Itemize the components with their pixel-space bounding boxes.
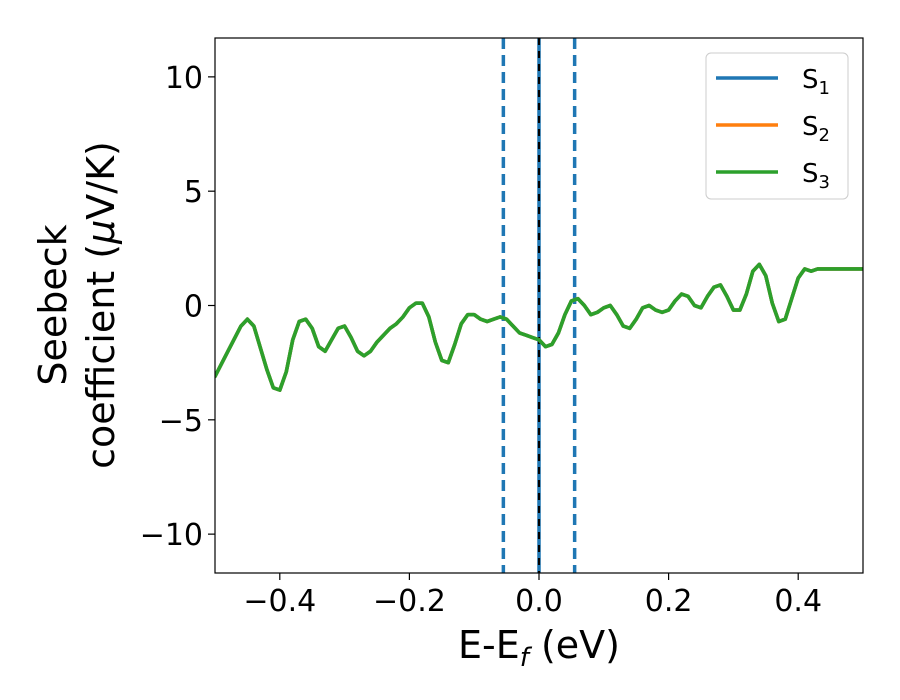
reference-lines <box>501 38 577 573</box>
legend-label-s2: S2 <box>802 112 830 146</box>
x-tick-label: 0.2 <box>645 584 693 619</box>
y-tick-label: −5 <box>159 404 203 439</box>
legend-label-s1: S1 <box>802 65 830 99</box>
x-tick-label: 0.4 <box>774 584 822 619</box>
y-tick-label: 0 <box>184 290 203 325</box>
legend-label-s3: S3 <box>802 159 830 193</box>
series-layer <box>215 262 863 392</box>
x-tick-label: 0.0 <box>515 584 563 619</box>
y-tick-label: −10 <box>140 518 203 553</box>
y-tick-label: 5 <box>184 175 203 210</box>
y-axis-label-line1: Seebeck <box>31 224 75 385</box>
y-axis: −10 −5 0 5 10 <box>140 61 215 553</box>
y-axis-label-line2: coefficient (μV/K) <box>79 141 123 469</box>
x-axis-label: E-Ef (eV) <box>458 623 620 673</box>
x-axis: −0.4 −0.2 0.0 0.2 0.4 <box>243 573 822 619</box>
x-tick-label: −0.2 <box>373 584 446 619</box>
y-tick-label: 10 <box>165 61 203 96</box>
series-line-s3 <box>215 262 863 392</box>
x-tick-label: −0.4 <box>243 584 316 619</box>
legend: S1 S2 S3 <box>705 52 849 200</box>
